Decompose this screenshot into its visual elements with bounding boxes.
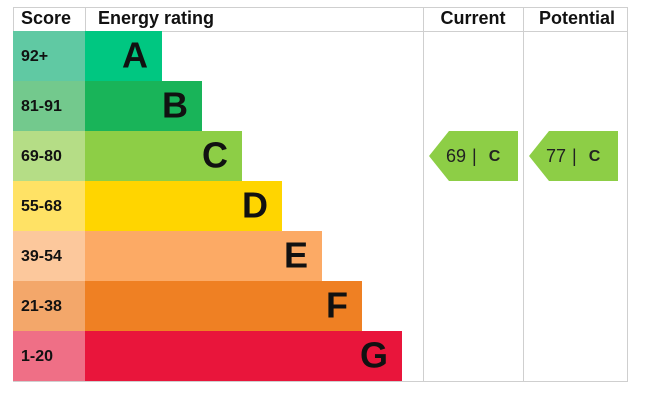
score-cell — [13, 281, 85, 331]
score-cell — [13, 131, 85, 181]
header-potential: Potential — [539, 8, 615, 28]
score-label: 39-54 — [21, 248, 62, 265]
current-arrow — [429, 131, 518, 181]
score-cell — [13, 231, 85, 281]
score-cell — [13, 181, 85, 231]
band-letter: F — [326, 285, 348, 326]
potential-label: 77 | C — [546, 146, 601, 166]
current-letter: C — [489, 148, 501, 165]
band-bar — [85, 131, 242, 181]
header-rating: Energy rating — [98, 8, 214, 28]
band-bar — [85, 331, 402, 381]
score-label: 55-68 — [21, 198, 62, 215]
score-label: 1-20 — [21, 348, 53, 365]
score-label: 81-91 — [21, 98, 62, 115]
potential-value: 77 — [546, 146, 566, 166]
score-label: 92+ — [21, 48, 48, 65]
score-label: 21-38 — [21, 298, 62, 315]
band-bar — [85, 81, 202, 131]
current-value: 69 — [446, 146, 466, 166]
current-separator: | — [472, 146, 477, 166]
band-bar — [85, 181, 282, 231]
band-bar — [85, 31, 162, 81]
header-score: Score — [21, 8, 71, 28]
score-cell — [13, 331, 85, 381]
band-letter: D — [242, 185, 268, 226]
potential-letter: C — [589, 148, 601, 165]
band-letter: G — [360, 335, 388, 376]
score-label: 69-80 — [21, 148, 62, 165]
current-label: 69 | C — [446, 146, 501, 166]
bands: 92+ A 81-91 B 69-80 C 55-68 D 39-54 E 21-38 F 1-20 G — [13, 31, 402, 381]
band-letter: E — [284, 235, 308, 276]
header-current: Current — [440, 8, 505, 28]
band-letter: C — [202, 135, 228, 176]
band-bar — [85, 231, 322, 281]
score-cell — [13, 81, 85, 131]
potential-separator: | — [572, 146, 577, 166]
band-letter: B — [162, 85, 188, 126]
band-bar — [85, 281, 362, 331]
band-letter: A — [122, 35, 148, 76]
score-cell — [13, 31, 85, 81]
potential-arrow — [529, 131, 618, 181]
arrows: 69 | C 77 | C — [429, 131, 618, 181]
